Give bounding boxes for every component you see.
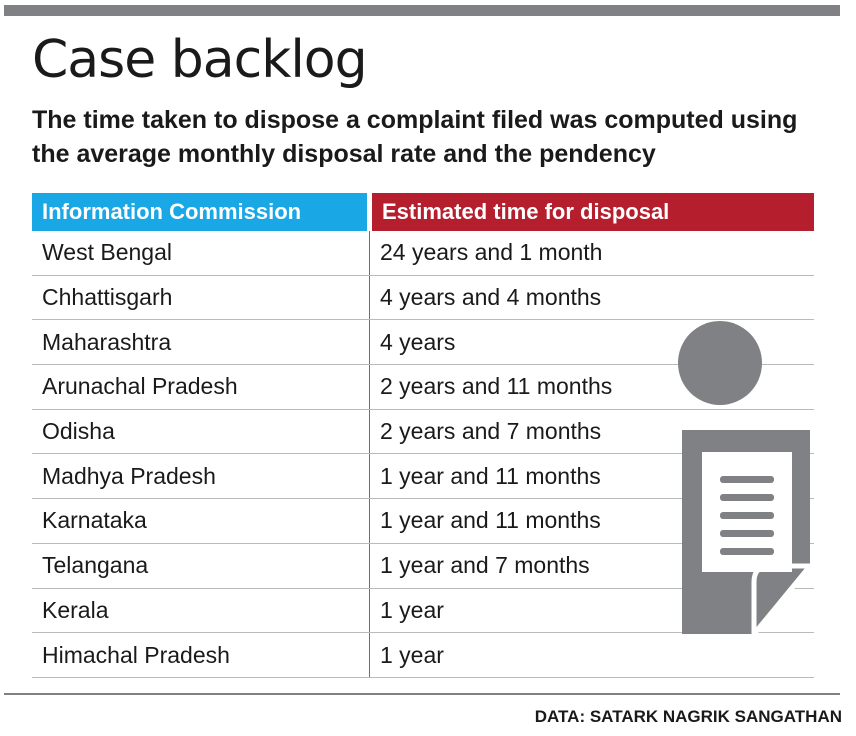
document-fold-icon (751, 563, 816, 638)
person-head-icon (678, 321, 762, 405)
commission-name-cell: Odisha (32, 409, 370, 455)
person-document-icon (678, 321, 816, 638)
document-line-icon (720, 476, 774, 483)
document-line-icon (720, 512, 774, 519)
chart-title: Case backlog (32, 30, 368, 90)
column-header-time: Estimated time for disposal (369, 193, 814, 231)
commission-name-cell: Madhya Pradesh (32, 453, 370, 500)
commission-name-cell: Maharashtra (32, 319, 370, 366)
column-header-commission: Information Commission (32, 193, 372, 231)
commission-name-cell: Telangana (32, 543, 370, 589)
bottom-rule (4, 693, 840, 695)
disposal-time-cell: 24 years and 1 month (369, 231, 814, 276)
document-line-icon (720, 494, 774, 501)
top-rule (4, 5, 840, 16)
data-source: DATA: SATARK NAGRIK SANGATHAN (534, 707, 842, 726)
document-line-icon (720, 530, 774, 537)
commission-name-cell: Kerala (32, 588, 370, 634)
table-row: West Bengal 24 years and 1 month (32, 231, 814, 276)
table-row: Himachal Pradesh 1 year (32, 632, 814, 678)
chart-subtitle: The time taken to dispose a complaint fi… (32, 106, 798, 168)
commission-name-cell: Chhattisgarh (32, 275, 370, 321)
disposal-time-cell: 1 year (369, 632, 814, 678)
document-line-icon (720, 548, 774, 555)
commission-name-cell: West Bengal (32, 231, 370, 276)
table-header-row: Information Commission Estimated time fo… (32, 193, 814, 231)
table-row: Chhattisgarh 4 years and 4 months (32, 275, 814, 321)
commission-name-cell: Karnataka (32, 498, 370, 544)
disposal-time-cell: 4 years and 4 months (369, 275, 814, 321)
commission-name-cell: Arunachal Pradesh (32, 364, 370, 410)
commission-name-cell: Himachal Pradesh (32, 632, 370, 678)
